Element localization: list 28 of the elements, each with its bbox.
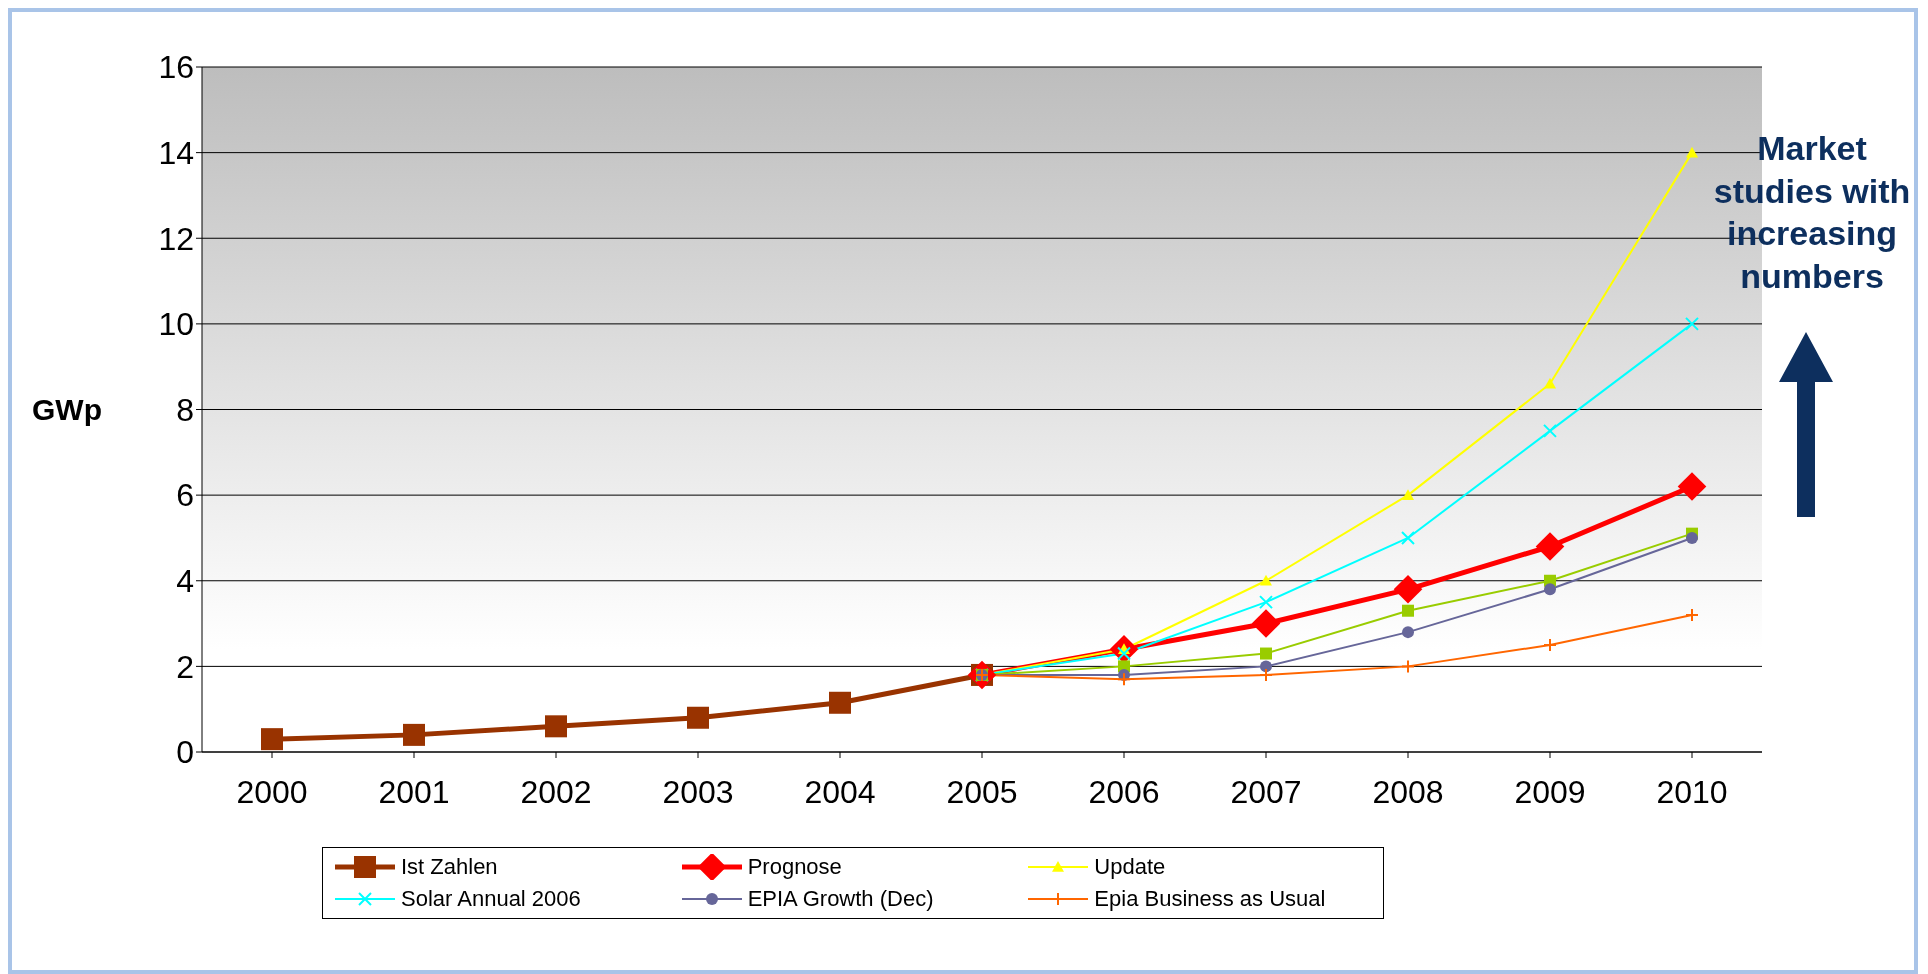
y-tick-label: 4 <box>176 563 194 600</box>
y-tick-label: 0 <box>176 734 194 771</box>
x-tick-label: 2009 <box>1514 773 1586 810</box>
x-tick-label: 2006 <box>1088 773 1160 810</box>
y-tick-label: 8 <box>176 391 194 428</box>
x-tick-label: 2001 <box>378 773 450 810</box>
x-tick-label: 2003 <box>662 773 734 810</box>
y-tick-label: 10 <box>158 306 194 343</box>
annotation: Market studies with increasing numbers <box>1712 128 1912 297</box>
x-tick-label: 2004 <box>804 773 876 810</box>
x-tick-label: 2005 <box>946 773 1018 810</box>
y-tick-label: 14 <box>158 134 194 171</box>
x-tick-label: 2000 <box>236 773 308 810</box>
legend-label: Epia Business as Usual <box>1094 886 1326 912</box>
y-tick-label: 12 <box>158 220 194 257</box>
x-tick-label: 2010 <box>1656 773 1728 810</box>
x-tick-label: 2008 <box>1372 773 1444 810</box>
y-tick-label: 2 <box>176 648 194 685</box>
x-tick-label: 2007 <box>1230 773 1302 810</box>
legend-label: Ist Zahlen <box>401 854 498 880</box>
y-axis-title: GWp <box>32 393 102 427</box>
legend-label: Update <box>1094 854 1166 880</box>
y-tick-label: 16 <box>158 49 194 86</box>
legend-label: EPIA Growth (Dec) <box>747 886 934 912</box>
legend-label: Prognose <box>747 854 842 880</box>
legend-label: Solar Annual 2006 <box>401 886 581 912</box>
y-tick-label: 6 <box>176 477 194 514</box>
x-tick-label: 2002 <box>520 773 592 810</box>
